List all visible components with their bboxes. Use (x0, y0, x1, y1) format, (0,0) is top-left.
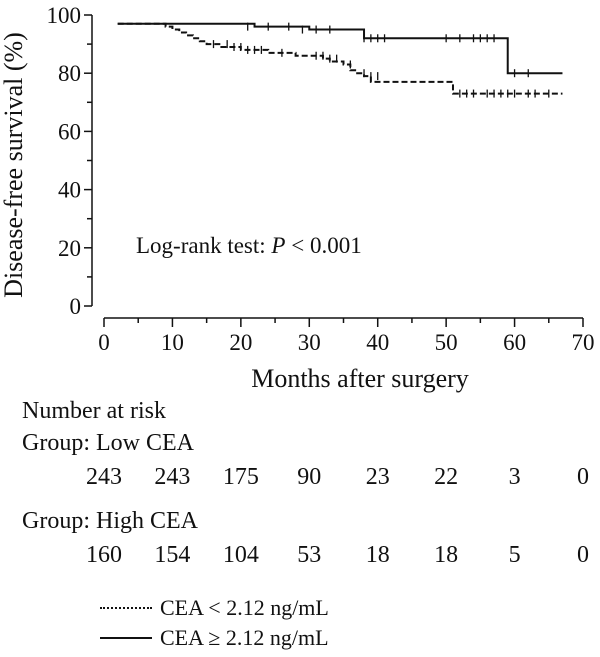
risk-cell: 154 (154, 542, 191, 568)
y-tick-label: 40 (58, 178, 81, 203)
risk-cell: 0 (577, 542, 589, 568)
risk-cell: 243 (154, 464, 191, 490)
legend-high-label: CEA ≥ 2.12 ng/mL (160, 624, 329, 650)
risk-cell: 104 (222, 542, 259, 568)
risk-cell: 243 (86, 464, 122, 490)
annotation-value: < 0.001 (285, 233, 361, 258)
legend-dotted-swatch (100, 606, 152, 609)
risk-cell: 175 (222, 464, 259, 490)
y-tick-label: 100 (47, 3, 82, 28)
risk-cell: 3 (508, 464, 521, 490)
y-tick-label: 0 (70, 294, 82, 319)
series-line-high-cea (117, 22, 563, 75)
risk-cell: 23 (365, 464, 390, 490)
x-tick-label: 0 (98, 330, 110, 355)
x-tick-label: 30 (298, 330, 321, 355)
x-axis-label: Months after surgery (251, 364, 469, 393)
x-tick-label: 20 (229, 330, 252, 355)
y-tick-label: 60 (58, 119, 81, 144)
legend-low-label: CEA < 2.12 ng/mL (160, 594, 329, 620)
y-tick-label: 20 (58, 236, 81, 261)
y-axis-label: Disease-free survival (%) (0, 32, 28, 298)
legend-solid-swatch (100, 636, 152, 639)
risk-cell: 160 (86, 542, 122, 568)
x-tick-label: 40 (366, 330, 389, 355)
risk-cell: 90 (297, 464, 322, 490)
risk-cell: 53 (297, 542, 322, 568)
risk-row-low: 243 243 175 90 23 22 3 0 (0, 464, 600, 494)
x-tick-label: 60 (503, 330, 526, 355)
annotation-prefix: Log-rank test: (136, 233, 271, 258)
risk-group-low-label: Group: Low CEA (22, 430, 194, 456)
chart-axes: 0 10 20 30 40 50 60 70 0 20 40 60 80 100 (47, 3, 595, 355)
risk-row-high: 160 154 104 53 18 18 5 0 (0, 542, 600, 572)
survival-chart: 0 10 20 30 40 50 60 70 0 20 40 60 80 100 Disease-free… (0, 3, 595, 393)
risk-cell: 0 (577, 464, 589, 490)
legend-item-low: CEA < 2.12 ng/mL (100, 592, 329, 620)
risk-table-title: Number at risk (22, 398, 166, 424)
risk-group-high-label: Group: High CEA (22, 508, 198, 534)
x-tick-label: 70 (572, 330, 595, 355)
log-rank-annotation: Log-rank test: P < 0.001 (136, 233, 362, 258)
annotation-p: P (270, 233, 285, 258)
risk-cell: 5 (508, 542, 521, 568)
risk-cell: 22 (434, 464, 459, 490)
x-tick-label: 50 (435, 330, 458, 355)
y-tick-label: 80 (58, 61, 81, 86)
risk-cell: 18 (434, 542, 459, 568)
legend-item-high: CEA ≥ 2.12 ng/mL (100, 622, 329, 650)
series-line-low-cea (117, 22, 563, 95)
chart-series (117, 22, 563, 98)
risk-cell: 18 (365, 542, 390, 568)
x-tick-label: 10 (161, 330, 184, 355)
